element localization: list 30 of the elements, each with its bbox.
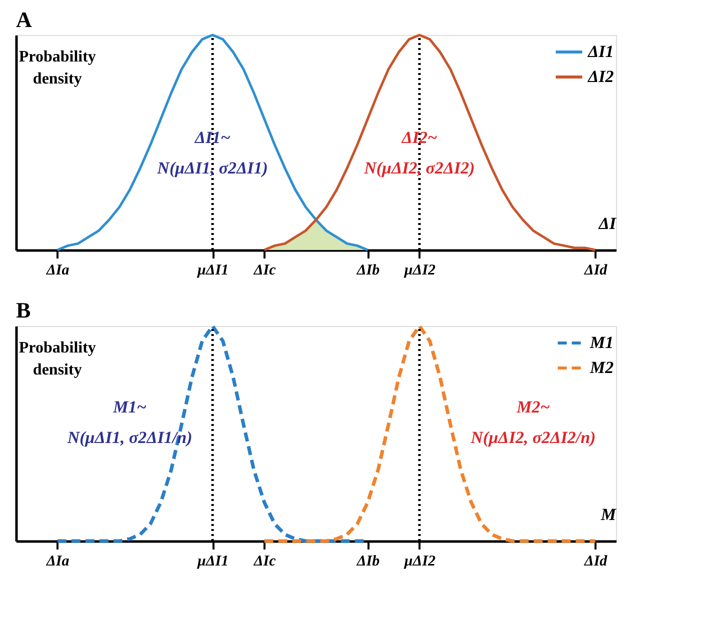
annotation: M2~ — [516, 398, 550, 417]
x-tick-label: ΔIa — [46, 554, 70, 570]
annotation: N(μΔI2, σ2ΔI2) — [363, 158, 475, 178]
chart-title: B — [16, 297, 31, 322]
x-tick-label: ΔIc — [252, 554, 276, 570]
x-tick-label: μΔI1 — [196, 262, 229, 278]
x-axis-title: M — [600, 505, 617, 524]
x-tick-label: ΔIc — [252, 262, 276, 278]
x-tick-label: μΔI1 — [196, 554, 229, 570]
annotation: M1~ — [112, 398, 147, 417]
y-axis-title: Probability density — [18, 340, 96, 378]
x-tick-label: μΔI2 — [403, 262, 436, 278]
legend-label: ΔI2 — [587, 67, 614, 86]
annotation: ΔI2~ — [400, 128, 438, 148]
annotation: ΔI1~ — [194, 128, 231, 148]
x-tick-label: ΔIb — [356, 554, 380, 570]
y-axis-title: Probability density — [18, 48, 96, 88]
x-axis-title: ΔI — [598, 214, 618, 234]
legend-label: ΔI1 — [587, 42, 614, 61]
annotation: N(μΔI2, σ2ΔI2/n) — [470, 428, 596, 447]
annotation: N(μΔI1, σ2ΔI1/n) — [66, 428, 192, 447]
x-tick-label: ΔId — [583, 554, 608, 570]
legend-label: M2 — [589, 358, 614, 377]
x-tick-label: μΔI2 — [403, 554, 436, 570]
x-tick-label: ΔIb — [356, 262, 380, 278]
chart-title: A — [16, 6, 32, 32]
x-tick-label: ΔId — [583, 262, 608, 278]
annotation: N(μΔI1, σ2ΔI1) — [156, 158, 268, 178]
legend-label: M1 — [589, 333, 614, 352]
x-tick-label: ΔIa — [46, 262, 70, 278]
